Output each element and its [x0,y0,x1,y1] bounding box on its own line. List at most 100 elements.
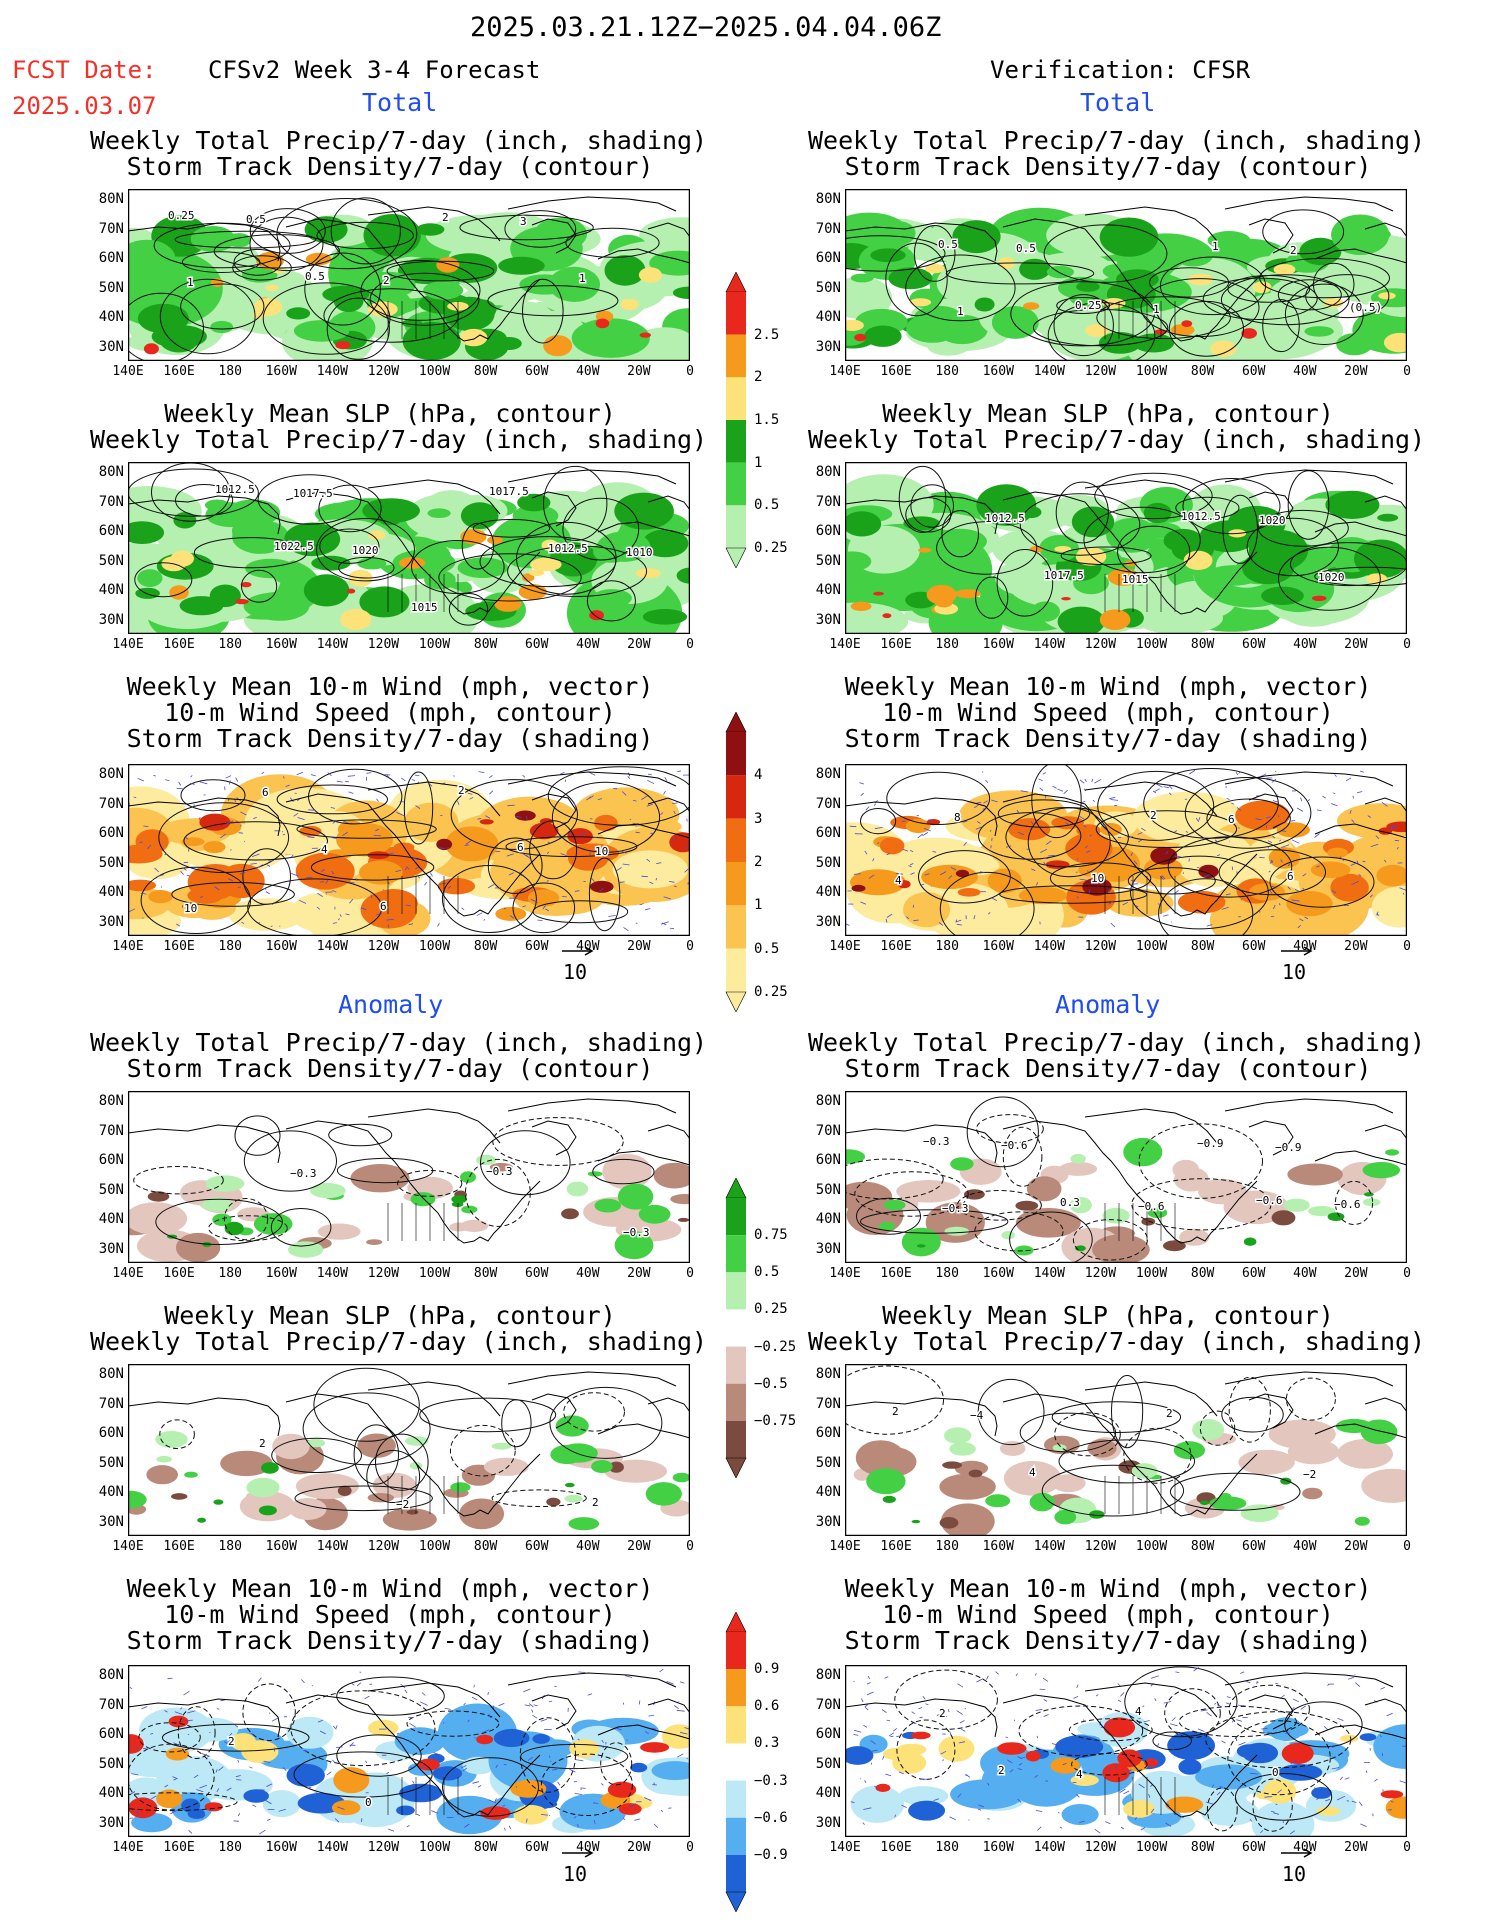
wind-vector [1291,839,1300,844]
shading-cell [639,332,651,338]
wind-vector [1211,1784,1215,1788]
contour-line [1041,1464,1185,1517]
wind-vector [1043,1699,1048,1702]
wind-vector [1019,1748,1022,1751]
wind-vector [183,861,189,864]
coastline [367,1682,501,1718]
wind-vector [1147,1764,1153,1768]
shading-cell [662,1174,686,1187]
contour-line [294,1485,433,1512]
contour-line [1068,1718,1153,1742]
colorbar-label: 0.25 [754,1301,788,1318]
colorbar-swatch [726,462,746,506]
shading-cell [1380,1790,1404,1799]
shading-cell [310,1183,346,1199]
shading-cell [1327,1212,1345,1221]
shading-cell [1031,601,1060,622]
wind-vector [871,1749,878,1752]
shading-cell [399,1783,443,1803]
wind-vector [1370,843,1379,847]
wind-vector [220,1699,225,1702]
wind-vector [1334,774,1337,777]
wind-vector [465,840,472,845]
contour-label: −0.3 [623,1226,650,1239]
wind-vector [1095,1694,1099,1697]
lon-tick-label: 140W [316,1266,349,1281]
coastline [1364,495,1407,511]
colorbar-swatch [726,1854,746,1892]
title-p10: Weekly Mean SLP (hPa, contour) Weekly To… [808,1301,1426,1356]
contour-line [939,871,1035,936]
lat-tick-label: 70N [98,493,124,510]
contour-line [519,1717,576,1793]
lon-tick-label: 180 [218,939,242,954]
contour-line [171,881,295,907]
contour-line [1221,1396,1284,1433]
wind-vector [1206,924,1213,927]
lat-tick-label: 70N [815,1122,841,1139]
wind-vector [1037,1826,1042,1831]
wind-vector [870,1740,876,1745]
coastline [128,495,281,535]
wind-vector [860,792,864,796]
contour-line [540,1753,633,1817]
wind-vector [1017,1756,1023,1760]
wind-vector [337,1806,345,1810]
contour-line [276,784,389,815]
lat-tick-label: 80N [98,464,124,480]
shading-cell [896,1180,961,1203]
shading-cell [424,570,456,590]
lon-tick-label: 20W [627,1840,651,1855]
lat-tick-label: 40N [815,1211,841,1227]
lon-tick-label: 80W [473,637,498,652]
wind-vector [129,1791,136,1795]
contour-line [249,216,324,272]
lon-tick-label: 160E [880,1539,912,1554]
shading-cell [579,591,629,613]
wind-vector [396,812,405,817]
contour-line [1235,1773,1333,1821]
shading-cell [184,1471,198,1478]
shading-cell [532,1733,550,1744]
shading-cell [568,1517,600,1531]
wind-vector [922,832,929,837]
contour-line [1002,1126,1043,1187]
wind-vector [133,796,137,799]
shading-cell [396,1805,415,1816]
wind-vector [1114,1765,1118,1769]
shading-cell [882,221,916,246]
wind-vector [1094,778,1102,784]
wind-vector [648,1714,655,1717]
contour-line [180,283,265,330]
wind-vector [167,1677,173,1680]
colorbar-label: 2 [754,854,763,870]
wind-vector [1109,797,1116,800]
lat-tick-label: 60N [815,1152,841,1168]
shading-cell [331,1800,361,1816]
wind-vector [1142,1705,1145,1708]
wind-vector [180,1707,183,1710]
wind-vector [136,1811,140,1816]
wind-vector [189,783,195,785]
colorbar-swatch [726,1420,746,1458]
shading-cell [128,1202,188,1235]
wind-vector [1057,788,1064,792]
wind-vector [575,1759,584,1762]
coastline [597,248,690,264]
wind-vector [669,881,675,883]
wind-vector [1302,887,1305,891]
shading-cell [997,1742,1027,1755]
wind-vector [1332,792,1336,795]
wind-vector [193,1774,199,1779]
shading-cell [1219,1493,1232,1501]
wind-vector [1017,1798,1022,1803]
contour-label: 1020 [352,544,379,557]
wind-vector [1396,846,1399,850]
contour-line [1095,810,1238,848]
colorbar-label: 2.5 [754,326,780,343]
wind-vector [316,906,321,910]
wind-vector [600,1783,604,1786]
wind-vector [979,871,985,873]
contour-line [600,1742,633,1786]
colorbar-cap [725,547,747,568]
